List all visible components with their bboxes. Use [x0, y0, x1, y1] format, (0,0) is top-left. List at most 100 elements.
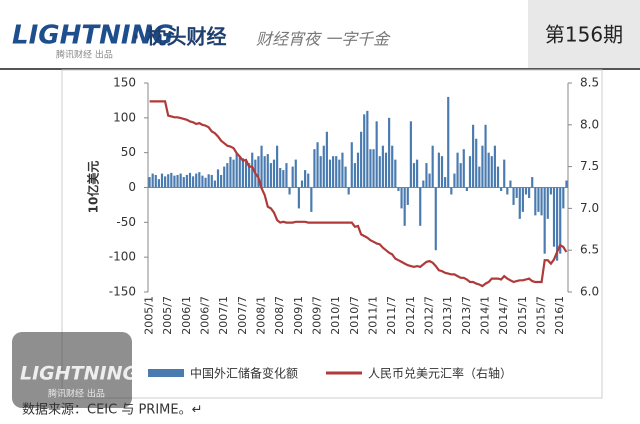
bar [537, 187, 540, 212]
bar [356, 152, 360, 188]
bar [515, 187, 518, 198]
issue: 第156期 [545, 23, 623, 47]
logo: LIGHTNING [12, 21, 174, 51]
bar [456, 152, 459, 188]
bar [556, 187, 559, 261]
x-tick-label: 2012/7 [423, 296, 436, 335]
y-tick-label: -100 [109, 250, 136, 264]
bar [347, 187, 350, 195]
bar [562, 187, 565, 209]
bar [210, 174, 213, 188]
bar [185, 174, 188, 188]
bar [444, 177, 447, 188]
y-tick-label: -50 [116, 215, 136, 229]
bar [241, 158, 244, 188]
bar [167, 174, 170, 188]
bar [381, 145, 384, 188]
bar [216, 169, 220, 188]
bar [462, 149, 465, 188]
bar [366, 110, 369, 188]
legend-swatch [148, 369, 184, 377]
bar [549, 187, 552, 195]
bar [472, 124, 475, 188]
bar [481, 145, 484, 188]
bar [173, 175, 176, 188]
y2-tick-label: 6.0 [580, 285, 599, 299]
x-tick-label: 2014/7 [497, 296, 510, 335]
bar [543, 187, 546, 254]
bar [531, 177, 534, 188]
bar [524, 187, 528, 195]
bar [338, 159, 341, 188]
bar [148, 177, 151, 188]
x-tick-label: 2007/1 [217, 296, 230, 335]
x-tick-label: 2014/1 [479, 296, 492, 335]
bar [378, 156, 381, 188]
bar [282, 170, 285, 188]
x-tick-label: 2007/7 [236, 296, 249, 335]
bar [559, 187, 562, 254]
bar [223, 166, 226, 188]
x-tick-label: 2013/7 [460, 296, 473, 335]
bar [440, 156, 444, 188]
y-axis-label: 10亿美元 [86, 161, 101, 214]
bar [179, 173, 182, 188]
x-tick-label: 2012/1 [404, 296, 417, 335]
bar [360, 131, 363, 188]
bar [188, 172, 192, 188]
x-tick-label: 2011/7 [385, 296, 398, 335]
bar [263, 156, 266, 188]
issue-box [528, 0, 640, 68]
bar [269, 163, 272, 188]
bar [229, 156, 232, 188]
bar [397, 187, 400, 191]
bar [341, 152, 344, 188]
x-tick-label: 2016/1 [553, 296, 566, 335]
bar [195, 173, 198, 188]
x-tick-label: 2009/7 [311, 296, 324, 335]
y2-tick-label: 7.0 [580, 201, 599, 215]
bar [279, 167, 282, 188]
bar [447, 96, 450, 188]
bar [344, 166, 347, 188]
x-tick-label: 2009/1 [292, 296, 305, 335]
bar [151, 173, 154, 188]
bar [431, 145, 434, 188]
bar [322, 145, 325, 188]
bar [157, 179, 160, 188]
x-tick-label: 2005/1 [143, 296, 156, 335]
y-tick-label: 50 [121, 145, 136, 159]
bar [272, 159, 276, 188]
brand: · 枕头财经 [132, 25, 227, 49]
bar [565, 180, 568, 188]
bar [266, 154, 269, 188]
x-tick-label: 2015/1 [516, 296, 529, 335]
bar [521, 187, 524, 212]
bar [372, 149, 375, 188]
bar [297, 187, 300, 209]
bar [406, 187, 409, 205]
bar [403, 187, 406, 226]
watermark-logo: LIGHTNING [20, 363, 138, 385]
bar [493, 145, 496, 188]
y-tick-label: 150 [113, 76, 136, 90]
bar [213, 180, 216, 188]
bar [450, 187, 453, 195]
bar [412, 163, 416, 188]
bar [310, 187, 313, 212]
bar [294, 159, 297, 188]
bar [506, 187, 509, 195]
bar [428, 173, 431, 188]
bar [201, 175, 204, 188]
bar [313, 149, 316, 188]
bar [434, 187, 437, 251]
bar [478, 166, 481, 188]
bar [276, 145, 279, 188]
bar [363, 114, 366, 188]
bar [468, 156, 472, 188]
bar [160, 173, 164, 188]
bar [425, 163, 428, 188]
bar [251, 152, 254, 188]
x-tick-label: 2008/7 [273, 296, 286, 335]
